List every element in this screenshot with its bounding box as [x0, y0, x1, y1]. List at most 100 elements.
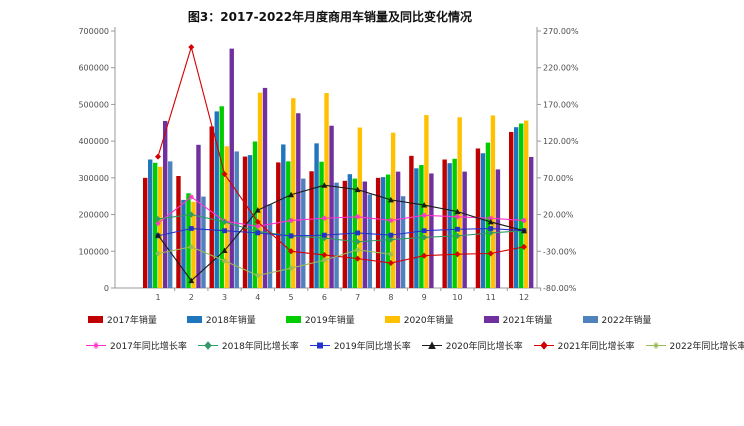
marker-star	[189, 194, 194, 200]
bar-2019年销量	[286, 161, 291, 288]
marker-star	[355, 214, 360, 219]
legend-marker-star-icon	[93, 342, 99, 349]
bar-2020年销量	[257, 92, 263, 289]
marker-star	[288, 266, 294, 271]
marker-triangle	[221, 247, 228, 254]
x-axis-tick-label: 5	[289, 293, 294, 302]
chart-title: 图3：2017-2022年月度商用车销量及同比变化情况	[187, 10, 473, 24]
bar-2020年销量	[291, 98, 296, 289]
marker-diamond	[487, 229, 494, 236]
legend-line-series: 2017年同比增长率 2018年同比增长率 2019年同比增长率 2020年同比增长率…	[86, 339, 744, 352]
marker-diamond	[387, 236, 394, 243]
bar-2017年销量	[375, 177, 381, 288]
x-axis-tick-label: 1	[155, 293, 160, 302]
marker-square	[255, 230, 261, 236]
bar-2020年销量	[490, 115, 496, 288]
legend-swatch	[88, 316, 103, 323]
bar-2018年销量	[414, 168, 419, 288]
bar-2020年销量	[158, 166, 163, 288]
marker-diamond	[354, 255, 361, 262]
bar-2021年销量	[529, 156, 534, 288]
bar-2020年销量	[390, 132, 396, 288]
marker-triangle	[421, 202, 428, 208]
legend-item-2022年销量: 2022年销量	[582, 313, 651, 326]
marker-star	[455, 214, 460, 219]
bar-2020年销量	[324, 93, 329, 288]
marker-square	[188, 226, 194, 231]
marker-triangle	[487, 218, 494, 225]
marker-star	[155, 221, 161, 226]
marker-diamond	[321, 251, 328, 258]
bar-2017年销量	[176, 176, 181, 288]
marker-star	[222, 258, 227, 263]
bar-2018年销量	[214, 111, 219, 288]
line-2017年同比增长率	[157, 196, 525, 227]
marker-diamond	[354, 238, 361, 245]
marker-diamond	[421, 234, 428, 241]
legend-item-2022年同比增长率: 2022年同比增长率	[645, 339, 744, 352]
marker-square	[222, 228, 227, 234]
line-2022年同比增长率	[157, 246, 391, 277]
legend-line-swatch	[421, 341, 442, 349]
left-axis-tick-label: 700000	[78, 27, 109, 36]
legend-swatch	[384, 316, 400, 323]
left-axis-tick-label: 200000	[78, 211, 109, 220]
legend-label: 2021年销量	[502, 316, 553, 326]
legend-marker-square-icon	[316, 342, 323, 349]
legend-swatch	[285, 316, 301, 323]
legend-marker-triangle-icon	[427, 341, 436, 349]
right-axis-tick-label: 70.00%	[543, 174, 574, 183]
bar-2019年销量	[419, 165, 424, 288]
bar-2018年销量	[281, 144, 286, 288]
legend-label: 2019年销量	[304, 316, 355, 326]
bar-2022年销量	[334, 182, 339, 288]
legend-item-2017年同比增长率: 2017年同比增长率	[86, 339, 187, 352]
marker-star	[155, 251, 161, 256]
bar-2017年销量	[309, 171, 314, 288]
legend-item-2018年销量: 2018年销量	[186, 313, 256, 326]
bar-2022年销量	[400, 196, 406, 288]
right-axis-tick-label: 120.00%	[543, 137, 579, 146]
bar-2020年销量	[357, 127, 363, 289]
legend-label: 2019年同比增长率	[333, 342, 411, 352]
legend-line-swatch	[309, 342, 330, 349]
marker-star	[388, 252, 394, 257]
x-axis-tick-label: 6	[322, 293, 327, 302]
bar-2020年销量	[191, 201, 196, 288]
marker-star	[255, 273, 260, 278]
marker-diamond	[521, 243, 527, 250]
bar-2022年销量	[301, 178, 306, 288]
bar-2019年销量	[153, 162, 158, 288]
legend-label: 2018年销量	[205, 316, 256, 326]
legend-marker-diamond-icon	[204, 341, 212, 350]
marker-star	[521, 218, 527, 223]
marker-diamond	[221, 171, 228, 178]
bar-2022年销量	[168, 161, 173, 288]
marker-square	[421, 228, 427, 234]
legend-swatch	[186, 316, 202, 323]
bar-2017年销量	[409, 155, 414, 288]
bar-2022年销量	[234, 151, 239, 288]
legend-marker-star-icon	[652, 342, 659, 349]
bar-2021年销量	[362, 181, 368, 288]
x-axis-tick-label: 4	[255, 293, 260, 302]
bar-2017年销量	[209, 126, 214, 288]
marker-diamond	[188, 211, 195, 218]
bar-2019年销量	[485, 142, 491, 288]
marker-square	[455, 226, 460, 232]
right-axis-tick-label: -80.00%	[543, 284, 577, 293]
bar-2018年销量	[347, 174, 353, 288]
marker-triangle	[354, 186, 361, 193]
bar-2021年销量	[229, 48, 234, 288]
marker-star	[355, 247, 360, 252]
bar-2021年销量	[395, 171, 401, 288]
marker-triangle	[387, 196, 394, 203]
legend-line-swatch	[645, 342, 666, 349]
bar-2017年销量	[342, 180, 348, 288]
marker-square	[288, 233, 294, 239]
marker-star	[322, 257, 327, 263]
legend-label: 2020年销量	[403, 316, 454, 326]
left-axis-tick-label: 500000	[78, 100, 109, 109]
bar-2017年销量	[509, 131, 514, 288]
